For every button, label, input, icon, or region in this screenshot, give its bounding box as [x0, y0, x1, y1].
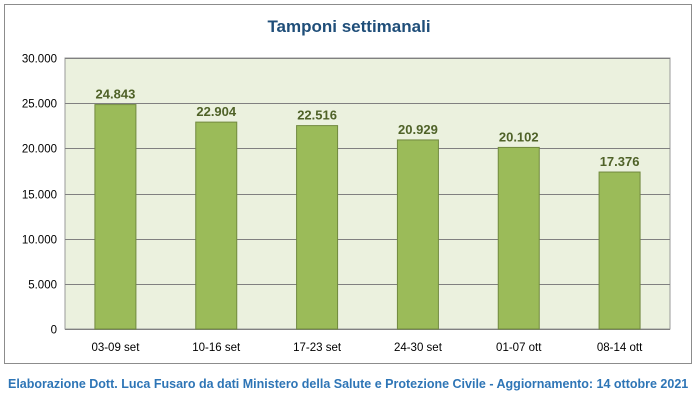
y-tick-label: 30.000	[22, 54, 57, 66]
data-label: 17.376	[600, 154, 640, 169]
bar	[94, 104, 137, 330]
x-tick-label: 24-30 set	[394, 342, 443, 354]
y-tick-label: 5.000	[28, 280, 57, 292]
plot-area	[64, 57, 671, 330]
data-label: 20.929	[398, 122, 438, 137]
x-tick-label: 01-07 ott	[496, 342, 542, 354]
data-label: 20.102	[499, 129, 539, 144]
bar	[598, 171, 641, 330]
data-label: 22.904	[196, 104, 237, 119]
data-label: 24.843	[96, 87, 136, 102]
chart-title: Tamponi settimanali	[267, 17, 431, 36]
x-tick-label: 08-14 ott	[597, 342, 643, 354]
bar	[396, 139, 439, 330]
footer-credit: Elaborazione Dott. Luca Fusaro da dati M…	[8, 377, 689, 391]
y-tick-label: 15.000	[22, 190, 57, 202]
x-tick-label: 10-16 set	[192, 342, 241, 354]
y-tick-label: 10.000	[22, 235, 57, 247]
data-label: 22.516	[297, 108, 337, 123]
bar	[195, 121, 238, 330]
x-tick-label: 17-23 set	[293, 342, 342, 354]
y-tick-label: 20.000	[22, 144, 57, 156]
bar	[296, 125, 339, 330]
bar	[497, 146, 540, 330]
y-tick-label: 0	[51, 325, 57, 337]
x-tick-label: 03-09 set	[91, 342, 140, 354]
y-tick-label: 25.000	[22, 99, 57, 111]
